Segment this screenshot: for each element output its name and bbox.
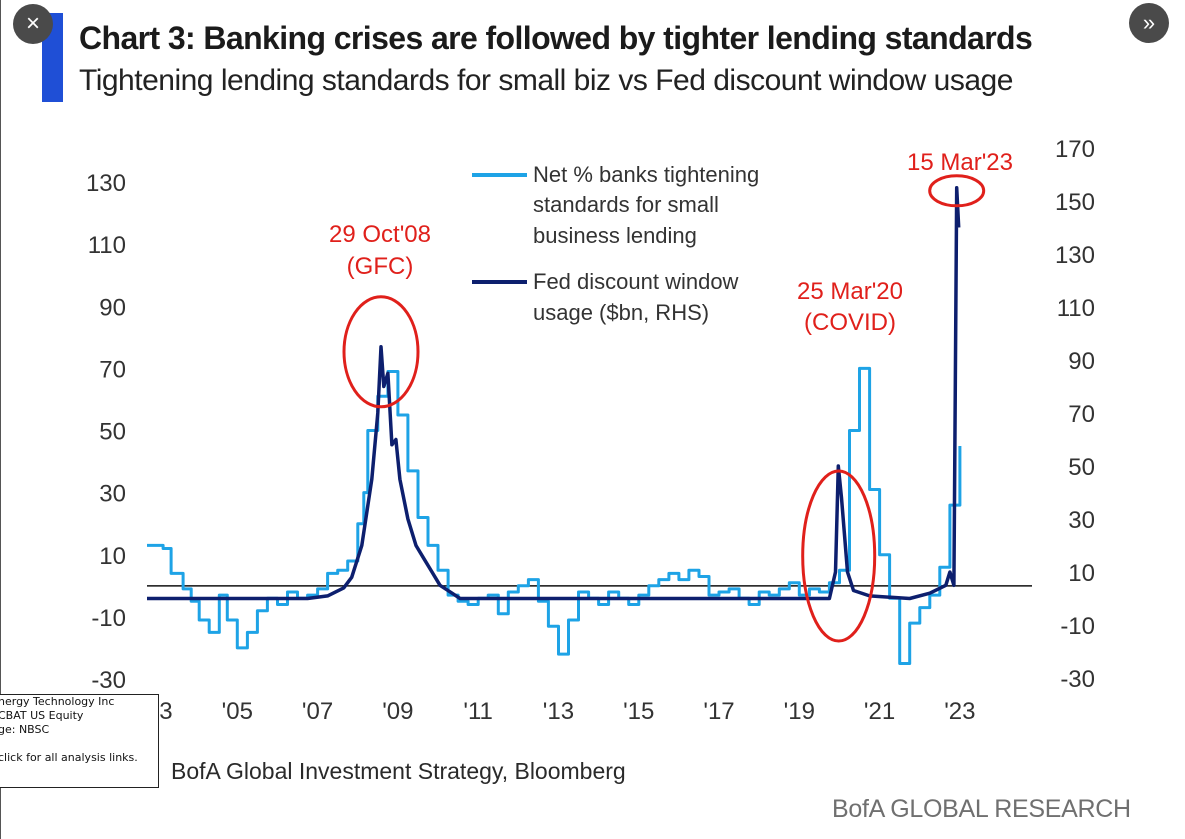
x-tick-label: '19 bbox=[784, 698, 815, 725]
x-tick-label: '05 bbox=[222, 698, 253, 725]
close-icon: × bbox=[25, 10, 40, 37]
annotation-circle bbox=[928, 174, 986, 208]
tooltip-line-exchange: ge: NBSC bbox=[0, 723, 50, 736]
double-chevron-right-icon: » bbox=[1142, 10, 1156, 35]
left-tick-label: 50 bbox=[99, 419, 126, 446]
left-tick-label: 70 bbox=[99, 356, 126, 383]
x-tick-label: '07 bbox=[302, 698, 333, 725]
window-left-edge bbox=[0, 0, 1, 839]
x-tick-label: '17 bbox=[703, 698, 734, 725]
tooltip-line-blank bbox=[0, 737, 158, 751]
right-tick-label: 130 bbox=[1055, 242, 1095, 269]
left-tick-label: -10 bbox=[91, 605, 126, 632]
left-axis-ticks: 130 110 90 70 50 30 10 -10 -30 bbox=[86, 170, 126, 694]
annotation-circle bbox=[342, 295, 420, 409]
legend-label: usage ($bn, RHS) bbox=[533, 300, 709, 325]
annotations-layer: 29 Oct'08 (GFC) 25 Mar'20 (COVID) 15 Mar'23 bbox=[329, 149, 1013, 643]
right-tick-label: -30 bbox=[1060, 666, 1095, 693]
legend: Net % banks tightening standards for smal… bbox=[472, 162, 759, 325]
right-tick-label: -10 bbox=[1060, 613, 1095, 640]
right-axis-ticks: 170 150 130 110 90 70 50 30 10 -10 -30 bbox=[1055, 136, 1095, 693]
right-tick-label: 70 bbox=[1068, 401, 1095, 428]
annotation-label: (COVID) bbox=[804, 309, 896, 336]
right-tick-label: 50 bbox=[1068, 454, 1095, 481]
chart-source: BofA Global Investment Strategy, Bloombe… bbox=[171, 758, 626, 784]
annotation-label: (GFC) bbox=[347, 253, 414, 280]
legend-label: standards for small bbox=[533, 192, 719, 217]
right-tick-label: 150 bbox=[1055, 189, 1095, 216]
chart-title: Chart 3: Banking crises are followed by … bbox=[79, 20, 1033, 56]
chart-subtitle: Tightening lending standards for small b… bbox=[79, 64, 1013, 97]
right-tick-label: 30 bbox=[1068, 507, 1095, 534]
annotation-label: 25 Mar'20 bbox=[797, 278, 903, 305]
tooltip-line-company: nergy Technology Inc bbox=[0, 695, 115, 708]
tooltip-line-ticker: CBAT US Equity bbox=[0, 709, 84, 722]
x-axis-ticks: '03'05'07'09'11'13'15'17'19'21'23 bbox=[141, 698, 975, 725]
close-button[interactable]: × bbox=[13, 4, 53, 44]
annotation-circle bbox=[801, 469, 877, 643]
x-tick-label: '11 bbox=[463, 698, 493, 725]
x-tick-label: '13 bbox=[543, 698, 574, 725]
annotation-label: 15 Mar'23 bbox=[907, 149, 1013, 176]
next-button[interactable]: » bbox=[1129, 3, 1169, 43]
left-tick-label: 110 bbox=[88, 232, 126, 259]
right-tick-label: 10 bbox=[1068, 560, 1095, 587]
right-tick-label: 110 bbox=[1057, 295, 1095, 322]
tooltip-line-hint[interactable]: click for all analysis links. bbox=[0, 751, 138, 764]
annotation-label: 29 Oct'08 bbox=[329, 221, 431, 248]
legend-label: Fed discount window bbox=[533, 269, 739, 294]
legend-label: Net % banks tightening bbox=[533, 162, 759, 187]
legend-label: business lending bbox=[533, 223, 697, 248]
right-tick-label: 170 bbox=[1055, 136, 1095, 163]
x-tick-label: '15 bbox=[623, 698, 654, 725]
left-tick-label: 10 bbox=[99, 543, 126, 570]
security-tooltip[interactable]: nergy Technology Inc CBAT US Equity ge: … bbox=[0, 694, 159, 788]
right-tick-label: 90 bbox=[1068, 348, 1095, 375]
series-layer bbox=[147, 186, 962, 665]
x-tick-label: '21 bbox=[864, 698, 895, 725]
left-tick-label: -30 bbox=[91, 667, 126, 694]
left-tick-label: 130 bbox=[86, 170, 126, 197]
x-tick-label: '23 bbox=[944, 698, 975, 725]
brand-footer: BofA GLOBAL RESEARCH bbox=[832, 795, 1131, 823]
left-tick-label: 90 bbox=[99, 294, 126, 321]
left-tick-label: 30 bbox=[99, 481, 126, 508]
x-tick-label: '09 bbox=[382, 698, 413, 725]
series-line-discount-window bbox=[147, 186, 961, 601]
series-line-lending-standards bbox=[147, 366, 962, 665]
